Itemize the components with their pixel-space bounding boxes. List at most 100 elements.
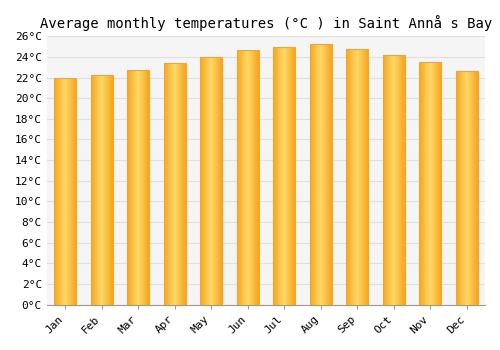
Bar <box>236 50 238 304</box>
Bar <box>206 57 207 304</box>
Bar <box>127 70 149 304</box>
Bar <box>456 71 477 304</box>
Bar <box>465 71 466 304</box>
Bar <box>183 63 184 304</box>
Bar <box>253 50 254 304</box>
Bar <box>460 71 462 304</box>
Bar <box>459 71 460 304</box>
Bar <box>351 49 352 304</box>
Bar <box>386 55 387 304</box>
Bar <box>423 62 424 304</box>
Bar <box>458 71 459 304</box>
Bar <box>294 47 295 304</box>
Bar <box>316 43 317 304</box>
Bar <box>317 43 318 304</box>
Bar <box>111 76 112 304</box>
Bar <box>129 70 130 304</box>
Bar <box>93 76 94 304</box>
Bar <box>164 63 165 304</box>
Bar <box>367 49 368 304</box>
Bar <box>68 78 69 304</box>
Bar <box>185 63 186 304</box>
Bar <box>236 50 258 304</box>
Bar <box>429 62 430 304</box>
Bar <box>440 62 441 304</box>
Bar <box>251 50 252 304</box>
Bar <box>58 78 59 304</box>
Bar <box>360 49 361 304</box>
Bar <box>219 57 220 304</box>
Bar <box>249 50 250 304</box>
Bar <box>322 43 323 304</box>
Bar <box>286 47 287 304</box>
Bar <box>470 71 471 304</box>
Bar <box>250 50 251 304</box>
Bar <box>392 55 393 304</box>
Bar <box>396 55 397 304</box>
Bar <box>164 63 186 304</box>
Bar <box>391 55 392 304</box>
Bar <box>252 50 253 304</box>
Bar <box>170 63 171 304</box>
Bar <box>200 57 201 304</box>
Bar <box>141 70 142 304</box>
Bar <box>67 78 68 304</box>
Bar <box>140 70 141 304</box>
Bar <box>358 49 359 304</box>
Bar <box>314 43 315 304</box>
Bar <box>200 57 222 304</box>
Bar <box>462 71 463 304</box>
Bar <box>422 62 423 304</box>
Bar <box>472 71 473 304</box>
Bar <box>166 63 167 304</box>
Bar <box>134 70 135 304</box>
Bar <box>175 63 176 304</box>
Bar <box>401 55 402 304</box>
Bar <box>181 63 182 304</box>
Bar <box>220 57 221 304</box>
Bar <box>65 78 66 304</box>
Bar <box>330 43 331 304</box>
Bar <box>278 47 280 304</box>
Bar <box>359 49 360 304</box>
Bar <box>329 43 330 304</box>
Bar <box>142 70 143 304</box>
Bar <box>354 49 355 304</box>
Bar <box>246 50 247 304</box>
Bar <box>323 43 324 304</box>
Bar <box>139 70 140 304</box>
Bar <box>169 63 170 304</box>
Bar <box>148 70 149 304</box>
Bar <box>426 62 427 304</box>
Bar <box>104 76 105 304</box>
Bar <box>274 47 275 304</box>
Bar <box>312 43 313 304</box>
Bar <box>221 57 222 304</box>
Bar <box>468 71 469 304</box>
Bar <box>476 71 477 304</box>
Bar <box>397 55 398 304</box>
Bar <box>474 71 475 304</box>
Bar <box>128 70 129 304</box>
Bar <box>273 47 295 304</box>
Bar <box>135 70 136 304</box>
Bar <box>214 57 215 304</box>
Bar <box>456 71 457 304</box>
Bar <box>71 78 72 304</box>
Bar <box>144 70 146 304</box>
Bar <box>311 43 312 304</box>
Bar <box>320 43 321 304</box>
Bar <box>245 50 246 304</box>
Bar <box>138 70 139 304</box>
Bar <box>177 63 178 304</box>
Bar <box>208 57 209 304</box>
Bar <box>293 47 294 304</box>
Bar <box>399 55 400 304</box>
Bar <box>471 71 472 304</box>
Bar <box>70 78 71 304</box>
Bar <box>66 78 67 304</box>
Bar <box>238 50 239 304</box>
Bar <box>388 55 389 304</box>
Title: Average monthly temperatures (°C ) in Saint Annå s Bay: Average monthly temperatures (°C ) in Sa… <box>40 15 492 31</box>
Bar <box>147 70 148 304</box>
